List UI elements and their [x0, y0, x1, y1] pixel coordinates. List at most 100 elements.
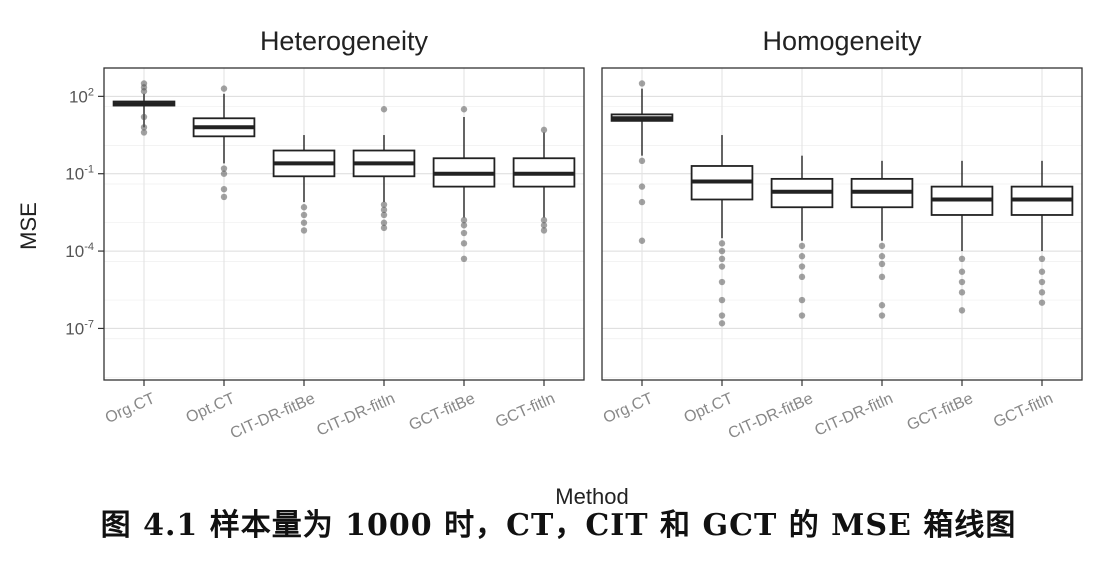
- outlier-point: [798, 253, 806, 260]
- y-tick-label: 10-4: [65, 241, 94, 261]
- panel-title-heterogeneity: Heterogeneity: [260, 26, 429, 56]
- x-tick-label: CIT-DR-fitBe: [726, 390, 816, 442]
- y-tick-label: 10-1: [65, 164, 94, 184]
- x-tick-label: Org.CT: [601, 390, 656, 427]
- x-tick-label: Opt.CT: [184, 390, 238, 427]
- outlier-point: [1038, 299, 1046, 306]
- outlier-point: [300, 227, 308, 234]
- outlier-point: [1038, 289, 1046, 296]
- outlier-point: [958, 307, 966, 314]
- outlier-point: [718, 247, 726, 255]
- outlier-point: [540, 222, 548, 229]
- outlier-point: [140, 80, 148, 87]
- outlier-point: [798, 312, 806, 319]
- outlier-point: [300, 219, 308, 226]
- outlier-point: [460, 106, 468, 113]
- outlier-point: [380, 211, 388, 219]
- x-tick-label: CIT-DR-fitln: [812, 390, 895, 440]
- outlier-point: [460, 216, 468, 224]
- outlier-point: [718, 296, 726, 304]
- outlier-point: [718, 320, 726, 327]
- outlier-point: [878, 312, 886, 319]
- panel-border: [601, 67, 1083, 381]
- panel-border: [103, 67, 585, 381]
- outlier-point: [638, 237, 646, 244]
- x-tick-label: GCT-fitln: [493, 390, 558, 431]
- outlier-point: [460, 240, 468, 247]
- y-tick-label: 10-7: [65, 318, 94, 338]
- outlier-point: [380, 206, 388, 214]
- outlier-point: [140, 124, 148, 131]
- outlier-point: [718, 278, 726, 286]
- outlier-point: [540, 227, 548, 234]
- outlier-point: [460, 229, 468, 237]
- outlier-point: [878, 302, 886, 309]
- outlier-point: [220, 193, 228, 201]
- outlier-point: [540, 126, 548, 134]
- y-tick-label: 102: [69, 86, 94, 106]
- x-tick-label: GCT-fitln: [991, 390, 1056, 431]
- outlier-point: [220, 165, 228, 172]
- outlier-point: [638, 157, 646, 165]
- outlier-point: [220, 185, 228, 193]
- box-cit-dr-fitbe: [272, 135, 336, 234]
- box-cit-dr-fitln: [850, 160, 914, 319]
- outlier-point: [380, 224, 388, 232]
- box-gct-fitbe: [930, 160, 994, 314]
- x-tick-label: GCT-fitBe: [905, 390, 976, 434]
- x-tick-label: CIT-DR-fitln: [314, 390, 397, 440]
- outlier-point: [220, 170, 228, 177]
- outlier-point: [220, 85, 228, 92]
- outlier-point: [798, 296, 806, 304]
- outlier-point: [300, 204, 308, 211]
- outlier-point: [878, 253, 886, 260]
- outlier-point: [1038, 278, 1046, 286]
- box-gct-fitln: [1010, 160, 1074, 306]
- outlier-point: [798, 263, 806, 270]
- box-gct-fitbe: [432, 106, 496, 263]
- box-opt-ct: [192, 85, 256, 201]
- x-tick-label: GCT-fitBe: [407, 390, 478, 434]
- outlier-point: [878, 260, 886, 268]
- outlier-point: [878, 273, 886, 281]
- box-cit-dr-fitbe: [770, 155, 834, 319]
- box-org-ct: [610, 80, 674, 244]
- outlier-point: [638, 198, 646, 206]
- outlier-point: [958, 278, 966, 286]
- box-opt-ct: [690, 135, 754, 327]
- y-axis-label: MSE: [16, 202, 41, 250]
- outlier-point: [380, 106, 388, 113]
- outlier-point: [300, 211, 308, 219]
- outlier-point: [958, 268, 966, 275]
- box-gct-fitln: [512, 126, 576, 234]
- x-tick-label: Org.CT: [103, 390, 158, 427]
- outlier-point: [718, 263, 726, 270]
- outlier-point: [798, 242, 806, 250]
- outlier-point: [718, 312, 726, 319]
- x-tick-label: Opt.CT: [682, 390, 736, 427]
- box-cit-dr-fitln: [352, 106, 416, 232]
- outlier-point: [380, 219, 388, 226]
- x-axis-label: Method: [555, 484, 628, 509]
- outlier-point: [958, 255, 966, 263]
- outlier-point: [140, 129, 148, 136]
- panel-title-homogeneity: Homogeneity: [762, 26, 922, 56]
- outlier-point: [140, 113, 148, 121]
- outlier-point: [638, 80, 646, 87]
- outlier-point: [718, 240, 726, 247]
- figure-caption: 图 4.1 样本量为 1000 时，CT，CIT 和 GCT 的 MSE 箱线图: [100, 508, 1017, 543]
- outlier-point: [380, 201, 388, 208]
- outlier-point: [958, 289, 966, 296]
- outlier-point: [638, 183, 646, 190]
- outlier-point: [460, 255, 468, 263]
- outlier-point: [540, 216, 548, 224]
- outlier-point: [798, 273, 806, 281]
- outlier-point: [718, 255, 726, 263]
- x-tick-label: CIT-DR-fitBe: [228, 390, 318, 442]
- outlier-point: [1038, 255, 1046, 263]
- box-org-ct: [112, 80, 176, 136]
